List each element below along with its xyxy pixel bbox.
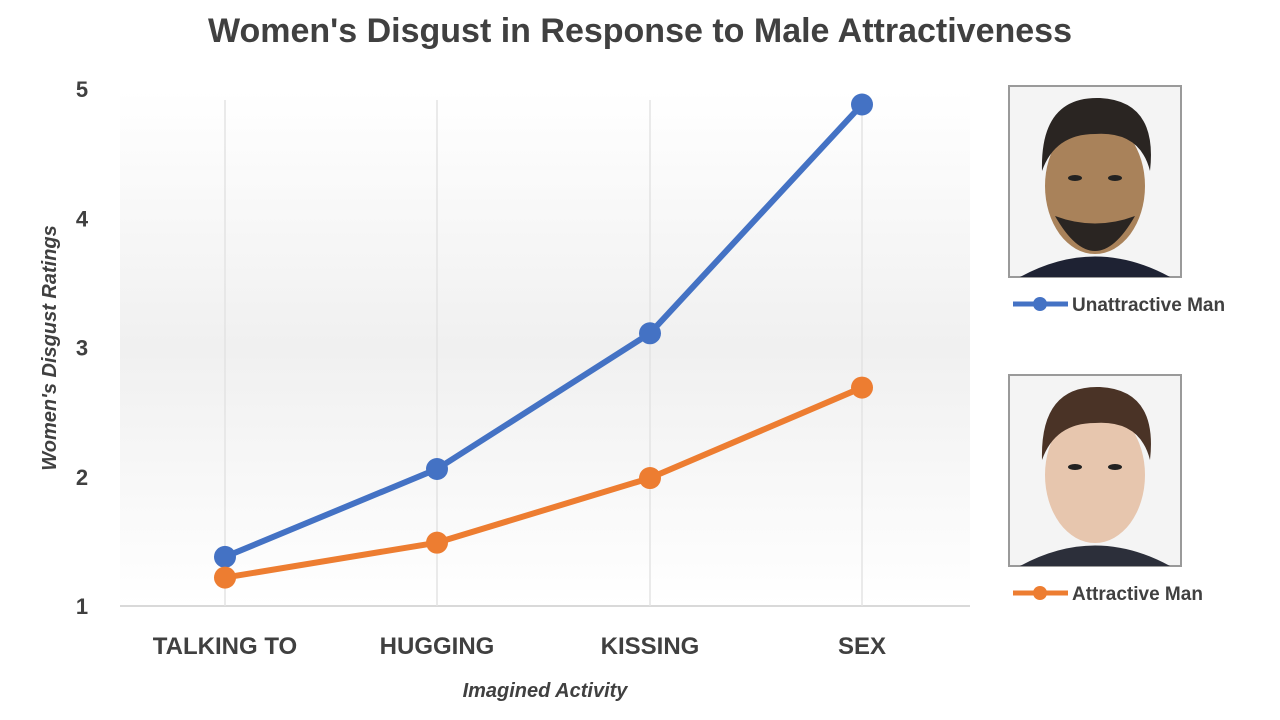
legend-label: Unattractive Man	[1072, 295, 1225, 316]
legend-marker	[1033, 586, 1047, 600]
data-point	[426, 457, 448, 480]
y-tick-label: 1	[76, 594, 88, 619]
x-tick-label: KISSING	[601, 633, 700, 660]
y-tick-label: 2	[76, 465, 88, 490]
x-tick-label: TALKING TO	[153, 633, 297, 660]
x-axis-label: Imagined Activity	[463, 680, 629, 702]
data-point	[214, 566, 236, 589]
data-point	[426, 531, 448, 554]
series-line-1	[224, 384, 864, 581]
y-axis-label: Women's Disgust Ratings	[39, 225, 61, 471]
x-tick-label: HUGGING	[380, 633, 495, 660]
x-tick-label: SEX	[838, 633, 886, 660]
y-tick-label: 3	[76, 336, 88, 361]
data-point	[639, 322, 661, 345]
chart-title: Women's Disgust in Response to Male Attr…	[208, 12, 1072, 50]
series-line-0	[223, 102, 865, 560]
data-point	[851, 376, 873, 399]
legend-label: Attractive Man	[1072, 584, 1203, 605]
face-photo-attractive	[1008, 374, 1182, 567]
y-tick-label: 5	[76, 77, 88, 102]
plot-area	[120, 90, 970, 606]
face-photo-unattractive	[1008, 85, 1182, 278]
y-tick-label: 4	[76, 206, 89, 231]
data-point	[639, 467, 661, 490]
data-point	[851, 93, 873, 116]
legend-marker	[1033, 297, 1047, 311]
data-point	[214, 545, 236, 568]
